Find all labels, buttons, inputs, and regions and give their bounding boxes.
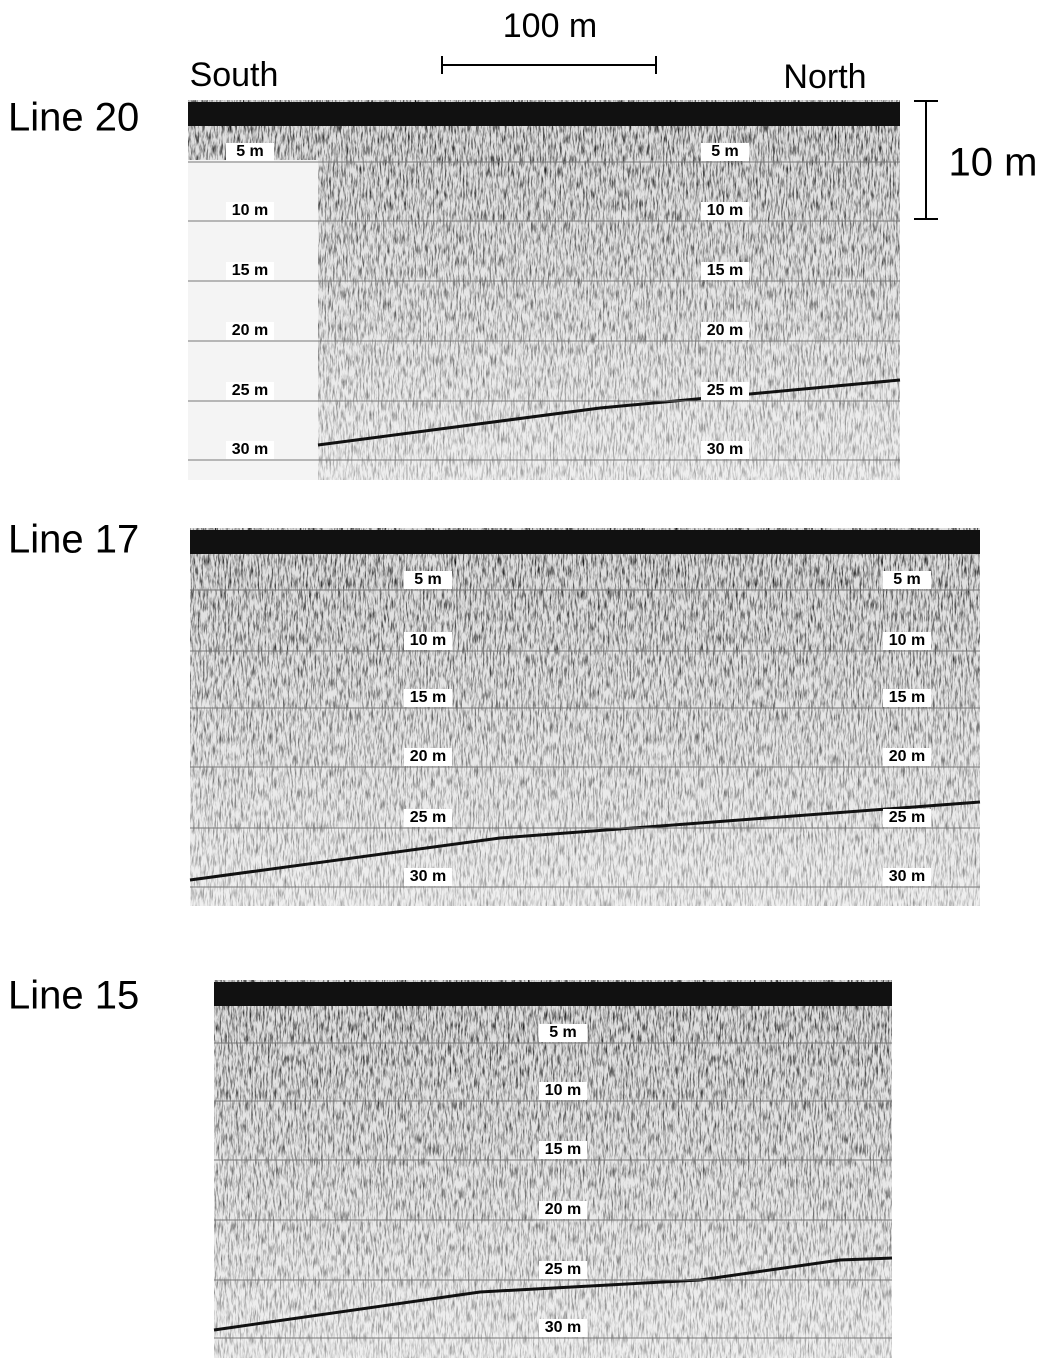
depth-label-bg: [883, 571, 931, 589]
depth-label-bg: [883, 689, 931, 707]
depth-label: 15 m: [889, 689, 925, 706]
depth-label: 20 m: [889, 748, 925, 765]
depth-label-bg: [226, 202, 274, 220]
depth-label: 20 m: [410, 748, 446, 765]
depth-label-bg: [404, 571, 452, 589]
depth-label: 25 m: [545, 1261, 581, 1278]
depth-label-bg: [701, 143, 749, 161]
seismic-fade: [190, 528, 980, 906]
water-surface: [214, 982, 892, 1006]
depth-label-bg: [539, 1319, 587, 1337]
water-surface: [190, 530, 980, 554]
panel-label: Line 15: [8, 974, 139, 1018]
depth-label-bg: [226, 441, 274, 459]
water-surface: [188, 102, 900, 126]
depth-label-bg: [701, 441, 749, 459]
seismic-panel: Line 20 5 m 10 m 15 m 20 m 25 m 30 m 5 m 10 m 15 …: [8, 96, 901, 480]
depth-label: 10 m: [545, 1082, 581, 1099]
depth-label-bg: [701, 322, 749, 340]
depth-label-bg: [226, 322, 274, 340]
depth-label-bg: [883, 748, 931, 766]
depth-label-bg: [539, 1201, 587, 1219]
panel-label: Line 20: [8, 96, 139, 140]
depth-label-bg: [883, 868, 931, 886]
depth-label: 20 m: [545, 1201, 581, 1218]
depth-scale-label: 10 m: [949, 141, 1038, 185]
depth-label-bg: [404, 632, 452, 650]
depth-label-bg: [701, 202, 749, 220]
depth-label: 15 m: [410, 689, 446, 706]
panels: Line 20 5 m 10 m 15 m 20 m 25 m 30 m 5 m 10 m 15 …: [8, 96, 981, 1358]
depth-label: 10 m: [889, 632, 925, 649]
depth-label: 25 m: [232, 382, 268, 399]
depth-label: 30 m: [232, 441, 268, 458]
seismic-panel: Line 15 5 m 10 m 15 m 20 m 25 m 30 m: [8, 974, 893, 1358]
depth-label: 25 m: [889, 809, 925, 826]
depth-label-bg: [404, 809, 452, 827]
depth-label-bg: [883, 809, 931, 827]
depth-label: 30 m: [410, 868, 446, 885]
depth-label-bg: [226, 143, 274, 161]
depth-scale-bar: [914, 100, 938, 220]
depth-label: 30 m: [707, 441, 743, 458]
direction-label: North: [783, 58, 866, 96]
seismic-panel: Line 17 5 m 10 m 15 m 20 m 25 m 30 m 5 m 10 m 15 …: [8, 518, 981, 906]
depth-label: 20 m: [232, 322, 268, 339]
depth-label-bg: [404, 689, 452, 707]
depth-label: 5 m: [711, 143, 739, 160]
depth-label: 10 m: [707, 202, 743, 219]
depth-label: 30 m: [545, 1319, 581, 1336]
depth-label: 15 m: [707, 262, 743, 279]
depth-label-bg: [404, 868, 452, 886]
depth-label: 5 m: [893, 571, 921, 588]
depth-label-bg: [226, 382, 274, 400]
depth-label: 15 m: [232, 262, 268, 279]
depth-label: 5 m: [549, 1024, 577, 1041]
depth-label-bg: [539, 1024, 587, 1042]
depth-label-bg: [701, 382, 749, 400]
panel-label: Line 17: [8, 518, 139, 562]
depth-label: 10 m: [410, 632, 446, 649]
depth-label: 25 m: [410, 809, 446, 826]
depth-label-bg: [226, 262, 274, 280]
depth-label-bg: [539, 1141, 587, 1159]
depth-label: 15 m: [545, 1141, 581, 1158]
depth-label: 5 m: [236, 143, 264, 160]
depth-label-bg: [883, 632, 931, 650]
depth-label: 20 m: [707, 322, 743, 339]
depth-label-bg: [701, 262, 749, 280]
direction-label: South: [190, 56, 279, 94]
depth-label-bg: [539, 1082, 587, 1100]
scale-bar-label: 100 m: [503, 7, 598, 45]
depth-label-bg: [539, 1261, 587, 1279]
scale-bar: [441, 56, 657, 74]
reflector: [189, 800, 981, 882]
depth-label: 30 m: [889, 868, 925, 885]
depth-label-bg: [404, 748, 452, 766]
reflector: [317, 378, 901, 447]
depth-label: 25 m: [707, 382, 743, 399]
depth-label: 5 m: [414, 571, 442, 588]
depth-label: 10 m: [232, 202, 268, 219]
